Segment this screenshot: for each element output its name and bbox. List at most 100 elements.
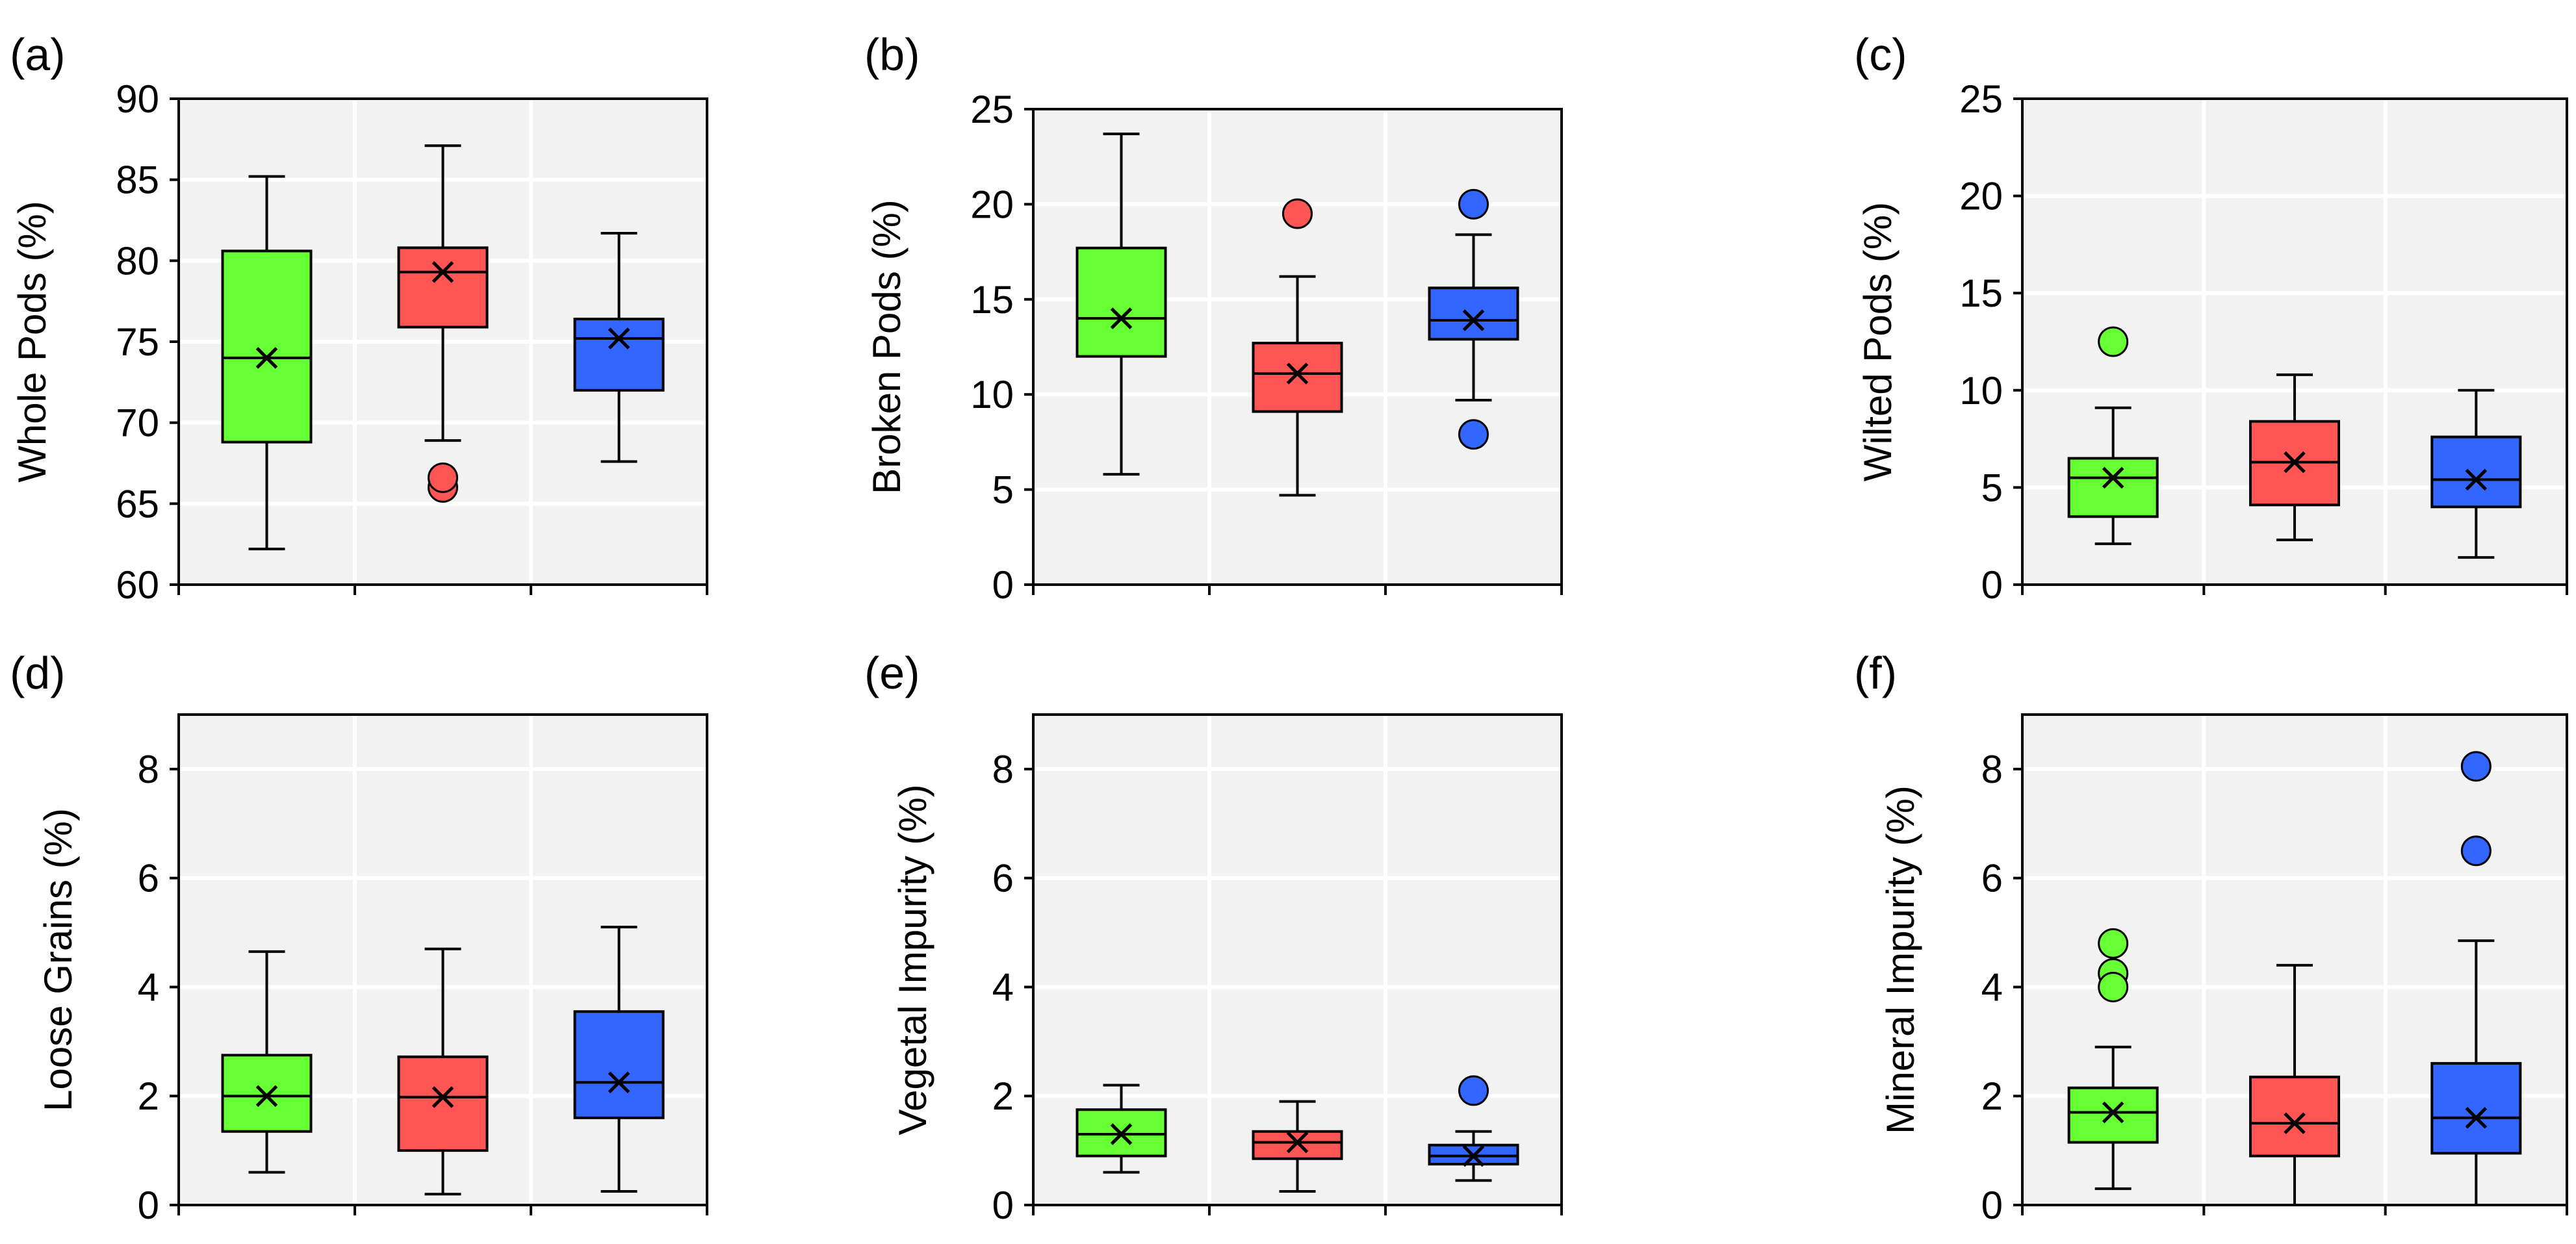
mean-marker <box>2102 1101 2124 1124</box>
y-tick-label: 2 <box>138 1074 159 1118</box>
mean-stroke <box>2284 451 2306 474</box>
mean-stroke <box>255 347 278 369</box>
y-tick-label: 8 <box>992 748 1014 791</box>
mean-stroke <box>2465 468 2488 491</box>
outlier-point <box>1282 198 1313 229</box>
mean-stroke <box>2465 1107 2488 1129</box>
panel-e: 0 2 4 6 8 Vegetal Impurity (%) (e) <box>864 648 1563 1227</box>
panel-c: 0 5 10 15 20 25 Wilted Pods (%) (c) <box>1854 29 2568 607</box>
plot-frame <box>2021 97 2568 586</box>
box-1 <box>221 175 313 551</box>
mean-marker <box>2284 451 2306 474</box>
box-iqr <box>397 1055 489 1152</box>
box-3 <box>2430 388 2522 559</box>
mean-marker <box>2465 468 2488 491</box>
y-tick-label: 8 <box>138 748 159 791</box>
y-tick-label: 2 <box>992 1074 1014 1118</box>
outlier-point <box>2460 835 2492 867</box>
y-tick-label: 20 <box>1959 175 2003 218</box>
y-tick-label: 25 <box>1959 77 2003 121</box>
y-tick-label: 6 <box>992 857 1014 900</box>
mean-stroke <box>2284 1112 2306 1134</box>
y-tick-label: 5 <box>992 468 1014 512</box>
panel-label: (c) <box>1854 29 1907 80</box>
mean-stroke <box>1286 362 1309 385</box>
y-tick-label: 4 <box>1981 965 2003 1009</box>
mean-marker <box>431 261 454 283</box>
mean-marker <box>2465 1107 2488 1129</box>
box-iqr <box>2430 1061 2522 1155</box>
y-tick-label: 10 <box>1959 369 2003 413</box>
outlier-point <box>2098 326 2129 357</box>
mean-stroke <box>431 261 454 283</box>
plot-frame <box>1032 713 1563 1206</box>
mean-stroke <box>1286 1131 1309 1154</box>
y-tick-label: 15 <box>970 278 1014 322</box>
y-tick-label: 10 <box>970 373 1014 416</box>
mean-stroke <box>1462 1145 1485 1167</box>
outlier-point <box>1458 419 1489 450</box>
box-1 <box>2067 326 2159 546</box>
y-tick-label: 70 <box>116 401 159 445</box>
y-tick-label: 0 <box>138 1184 159 1227</box>
box-3 <box>573 926 665 1193</box>
y-tick-label: 6 <box>1981 857 2003 900</box>
box-2 <box>1252 198 1343 497</box>
outlier-point <box>1458 1075 1489 1106</box>
y-tick-label: 20 <box>970 183 1014 226</box>
y-tick-label: 6 <box>138 857 159 900</box>
mean-stroke <box>1110 307 1133 329</box>
panel-label: (f) <box>1854 648 1897 698</box>
mean-marker <box>2102 466 2124 489</box>
y-tick-label: 90 <box>116 77 159 121</box>
outlier-point <box>2460 751 2492 782</box>
y-axis-title: Whole Pods (%) <box>10 201 54 482</box>
y-tick-label: 25 <box>970 88 1014 131</box>
y-axis-title: Broken Pods (%) <box>865 199 908 494</box>
outlier-point <box>2098 928 2129 959</box>
y-tick-label: 60 <box>116 563 159 607</box>
mean-marker <box>431 1086 454 1108</box>
box-iqr <box>1252 1130 1343 1160</box>
box-2 <box>2249 373 2340 542</box>
y-tick-label: 4 <box>992 965 1014 1009</box>
y-tick-label: 0 <box>992 1184 1014 1227</box>
plot-frame <box>177 713 708 1206</box>
box-3 <box>2430 751 2522 1206</box>
panel-label: (d) <box>10 648 66 698</box>
outlier-point <box>428 462 458 493</box>
y-tick-label: 80 <box>116 239 159 283</box>
outlier-point <box>2098 971 2129 1002</box>
y-axis-title: Wilted Pods (%) <box>1856 202 1900 481</box>
panel-d: 0 2 4 6 8 Loose Grains (%) (d) <box>10 648 708 1227</box>
y-tick-label: 0 <box>992 563 1014 607</box>
mean-stroke <box>255 1085 278 1107</box>
box-1 <box>221 950 313 1174</box>
panel-b: 0 5 10 15 20 25 Broken Pods (%) (b) <box>864 29 1563 607</box>
y-tick-label: 8 <box>1981 748 2003 791</box>
plot-frame <box>1032 108 1563 586</box>
y-tick-label: 5 <box>1981 466 2003 509</box>
mean-marker <box>1110 307 1133 329</box>
box-iqr <box>221 249 313 444</box>
mean-marker <box>2284 1112 2306 1134</box>
y-axis-title: Loose Grains (%) <box>36 808 80 1111</box>
mean-stroke <box>1462 309 1485 331</box>
y-tick-label: 75 <box>116 320 159 364</box>
panel-a: 60 65 70 75 80 85 90 Whole Pods (%) (a) <box>10 29 708 607</box>
y-tick-label: 0 <box>1981 1184 2003 1227</box>
mean-marker <box>255 1085 278 1107</box>
panel-f: 0 2 4 6 8 Mineral Impurity (%) (f) <box>1854 648 2568 1227</box>
box-iqr <box>1075 246 1167 358</box>
box-1 <box>1075 1084 1167 1174</box>
box-iqr <box>573 1010 665 1119</box>
box-2 <box>2249 963 2340 1206</box>
box-iqr <box>397 246 489 329</box>
mean-marker <box>1286 362 1309 385</box>
box-iqr <box>573 318 665 392</box>
y-tick-label: 4 <box>138 965 159 1009</box>
box-3 <box>573 231 665 463</box>
panel-label: (b) <box>864 29 920 80</box>
mean-stroke <box>431 1086 454 1108</box>
